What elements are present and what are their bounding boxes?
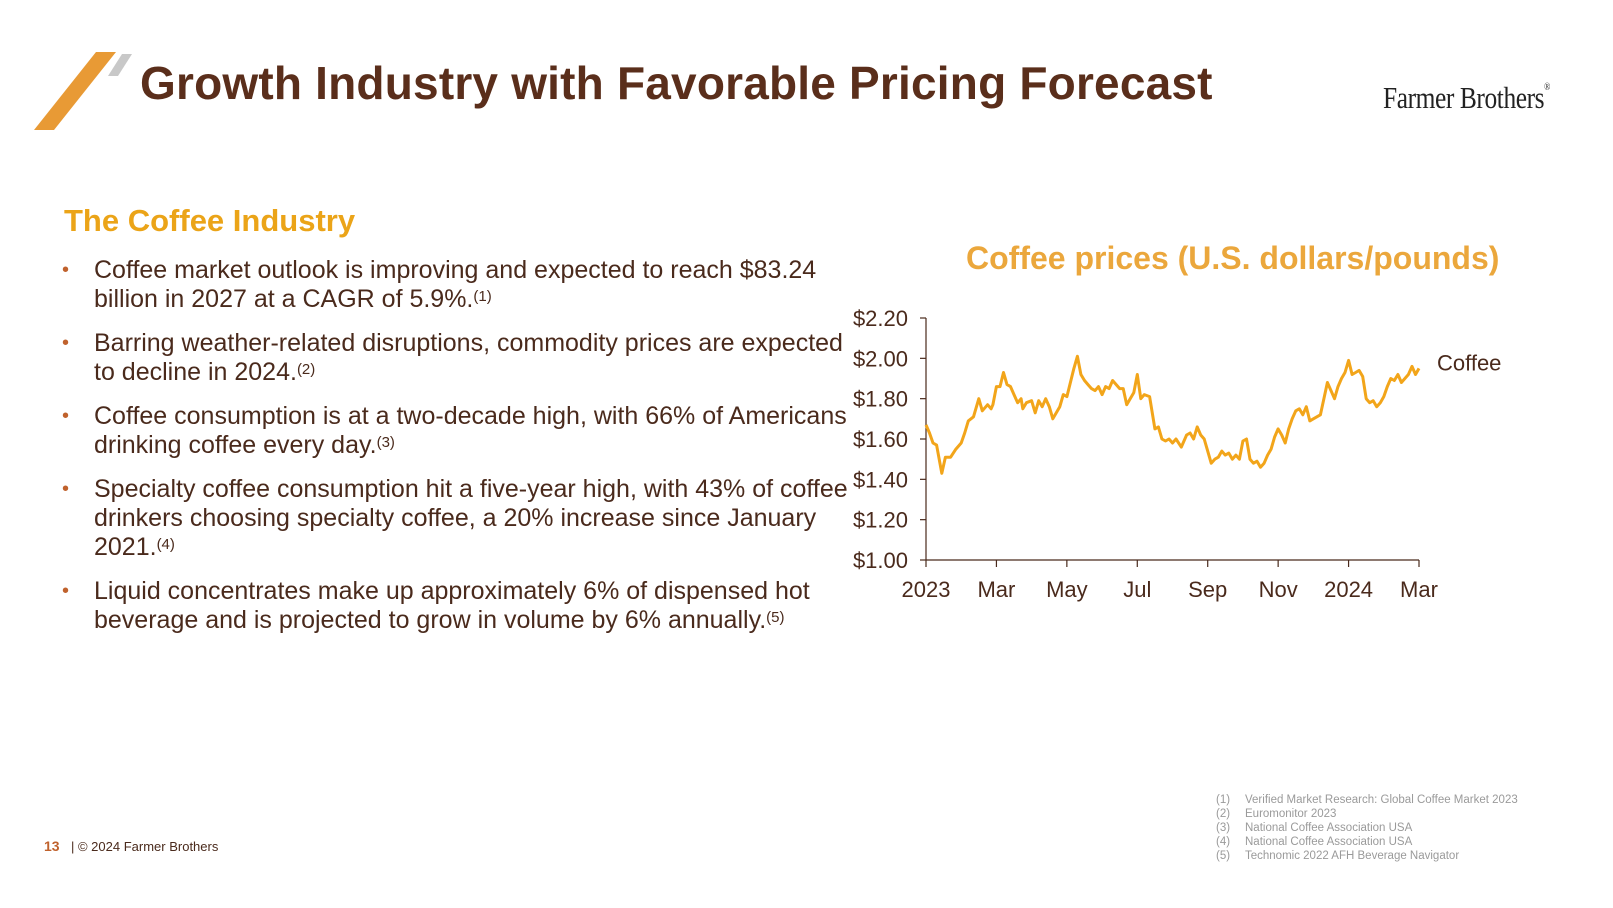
x-tick-label: Mar [1400, 577, 1438, 602]
y-tick-label: $1.00 [853, 548, 908, 573]
x-tick-label: Mar [977, 577, 1015, 602]
footnote-text: Verified Market Research: Global Coffee … [1245, 794, 1518, 806]
y-tick-label: $2.00 [853, 346, 908, 371]
footnote-ref: (4) [156, 536, 175, 553]
x-tick-label: Nov [1259, 577, 1298, 602]
footnote: (3) National Coffee Association USA [1216, 821, 1518, 835]
page-number: 13 [44, 838, 60, 854]
bullet-item: • Specialty coffee consumption hit a five… [62, 475, 852, 562]
footnotes: (1) Verified Market Research: Global Coff… [1216, 793, 1518, 863]
footnote-text: Euromonitor 2023 [1245, 808, 1337, 820]
x-tick-label: 2023 [902, 577, 951, 602]
footnote: (1) Verified Market Research: Global Coff… [1216, 793, 1518, 807]
bullet-text: Liquid concentrates make up approximatel… [94, 577, 810, 634]
copyright: | © 2024 Farmer Brothers [71, 839, 219, 854]
footnote: (4) National Coffee Association USA [1216, 835, 1518, 849]
footnote: (5) Technomic 2022 AFH Beverage Navigator [1216, 849, 1518, 863]
footnote-number: (5) [1216, 850, 1231, 862]
bullet-icon: • [62, 405, 70, 427]
footnote-number: (2) [1216, 808, 1231, 820]
x-tick-label: Jul [1123, 577, 1151, 602]
brand-name: Farmer Brothers [1383, 80, 1545, 115]
y-axis: $1.00 $1.20 $1.40 $1.60 $1.80 $2.00 $2.20 [853, 306, 927, 573]
bullet-icon: • [62, 580, 70, 602]
footnote-number: (4) [1216, 836, 1231, 848]
y-tick-label: $2.20 [853, 306, 908, 331]
registered-mark: ® [1544, 82, 1550, 93]
footnote-number: (3) [1216, 822, 1231, 834]
footnote-text: National Coffee Association USA [1245, 836, 1413, 848]
footnote-ref: (3) [376, 434, 395, 451]
y-tick-label: $1.80 [853, 387, 908, 412]
footnote-ref: (2) [296, 361, 316, 378]
footnote-text: National Coffee Association USA [1245, 822, 1413, 834]
gray-slash [108, 54, 132, 76]
orange-slash [34, 52, 116, 130]
x-tick-label: Sep [1188, 577, 1227, 602]
footnote-ref: (1) [473, 288, 492, 305]
bullet-item: • Liquid concentrates make up approximate… [62, 577, 852, 635]
section-title: The Coffee Industry [64, 203, 356, 238]
bullet-item: • Coffee consumption is at a two-decade h… [62, 402, 852, 460]
bullet-item: • Barring weather-related disruptions, co… [62, 329, 852, 387]
bullet-text: Coffee market outlook is improving and e… [94, 256, 817, 313]
series-label-coffee: Coffee [1437, 350, 1501, 375]
bullet-icon: • [62, 332, 70, 354]
slide-logo-mark [34, 52, 132, 130]
x-axis: 2023 Mar May Jul Sep Nov 2024 Mar [902, 559, 1438, 602]
footnote-number: (1) [1216, 794, 1231, 806]
x-tick-label: 2024 [1324, 577, 1373, 602]
footnote-text: Technomic 2022 AFH Beverage Navigator [1245, 850, 1460, 862]
footnote: (2) Euromonitor 2023 [1216, 807, 1518, 821]
y-tick-label: $1.20 [853, 508, 908, 533]
bullet-text: Coffee consumption is at a two-decade hi… [94, 402, 847, 459]
footnote-ref: (5) [766, 609, 785, 626]
bullet-text: Barring weather-related disruptions, com… [94, 329, 843, 386]
y-tick-label: $1.60 [853, 427, 908, 452]
bullet-text: Specialty coffee consumption hit a five-… [94, 475, 848, 561]
bullet-item: • Coffee market outlook is improving and … [62, 256, 852, 314]
y-tick-label: $1.40 [853, 467, 908, 492]
bullet-icon: • [62, 478, 70, 500]
brand-logo: Farmer Brothers® [1383, 80, 1550, 116]
chart-title: Coffee prices (U.S. dollars/pounds) [966, 240, 1500, 276]
x-tick-label: May [1046, 577, 1088, 602]
bullet-list: • Coffee market outlook is improving and … [62, 256, 852, 650]
slide-title: Growth Industry with Favorable Pricing F… [140, 57, 1213, 109]
coffee-price-line [924, 354, 1421, 475]
bullet-icon: • [62, 259, 70, 281]
